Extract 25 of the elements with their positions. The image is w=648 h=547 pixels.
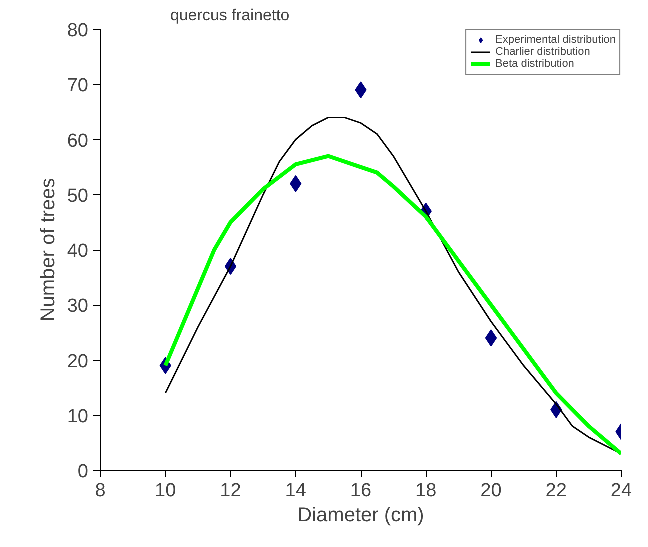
point	[485, 330, 498, 347]
x-tick-label: 24	[610, 480, 632, 502]
y-tick-label: 60	[67, 130, 89, 152]
y-tick-label: 20	[67, 351, 89, 372]
y-tick-label: 30	[67, 296, 89, 318]
legend-label: Experimental distribution	[496, 34, 616, 46]
x-axis-title: Diameter (cm)	[298, 504, 424, 526]
legend-label: Charlier distribution	[496, 46, 590, 58]
x-tick-label: 12	[220, 480, 242, 502]
x-tick-label: 8	[95, 480, 106, 502]
y-tick-label: 80	[67, 20, 89, 42]
x-tick-label: 14	[285, 480, 307, 502]
x-tick-label: 18	[416, 480, 437, 502]
legend-label: Beta distribution	[496, 58, 574, 70]
y-tick-label: 50	[67, 186, 89, 207]
y-tick-label: 0	[78, 462, 89, 482]
chart-title: quercus frainetto	[170, 8, 290, 24]
y-tick-label: 10	[67, 406, 89, 428]
x-tick-label: 22	[546, 480, 567, 502]
x-tick-label: 16	[350, 480, 372, 502]
y-tick-label: 40	[67, 241, 89, 262]
y-tick-label: 70	[67, 76, 89, 97]
x-tick-label: 20	[480, 480, 502, 502]
y-axis-title: Number of trees	[37, 178, 60, 322]
x-tick-label: 10	[155, 480, 176, 502]
